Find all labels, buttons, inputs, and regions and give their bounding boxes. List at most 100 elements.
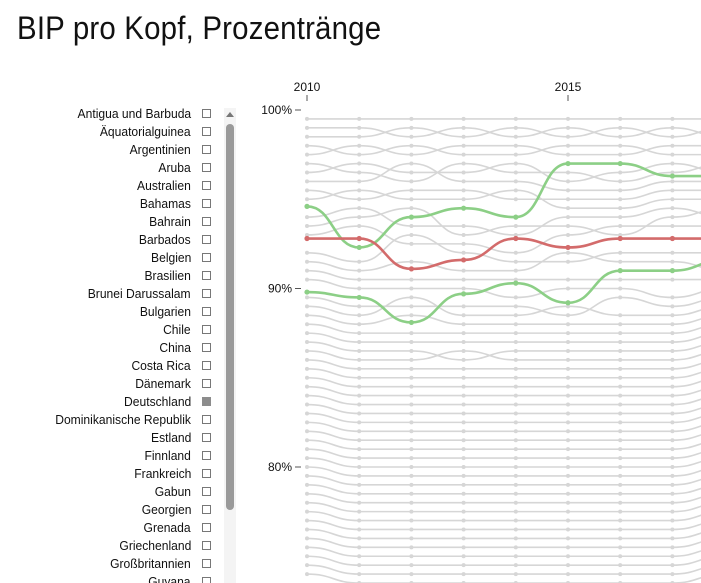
country-item[interactable]: Chile: [0, 321, 218, 339]
country-item[interactable]: Gabun: [0, 483, 218, 501]
data-point: [461, 500, 466, 505]
country-item[interactable]: Bulgarien: [0, 303, 218, 321]
country-item[interactable]: Bahrain: [0, 213, 218, 231]
country-checkbox[interactable]: [202, 127, 211, 136]
country-item[interactable]: Brunei Darussalam: [0, 285, 218, 303]
country-item[interactable]: Barbados: [0, 231, 218, 249]
country-item[interactable]: Dänemark: [0, 375, 218, 393]
country-item[interactable]: Äquatorialguinea: [0, 123, 218, 141]
country-checkbox[interactable]: [202, 307, 211, 316]
series-line: [306, 421, 701, 433]
data-point: [356, 294, 362, 301]
country-checkbox[interactable]: [202, 379, 211, 388]
country-checkbox[interactable]: [202, 541, 211, 550]
country-checkbox[interactable]: [202, 397, 211, 406]
country-checkbox[interactable]: [202, 217, 211, 226]
data-point: [408, 214, 414, 220]
country-item[interactable]: Costa Rica: [0, 357, 218, 375]
data-point: [670, 277, 675, 282]
country-item[interactable]: Frankreich: [0, 465, 218, 483]
country-item[interactable]: Grenada: [0, 519, 218, 537]
country-item[interactable]: China: [0, 339, 218, 357]
country-checkbox[interactable]: [202, 325, 211, 334]
data-point: [409, 134, 414, 139]
data-point: [305, 375, 309, 380]
data-point: [409, 465, 414, 469]
data-point: [409, 491, 414, 496]
country-checkbox[interactable]: [202, 109, 211, 118]
data-point: [409, 179, 414, 184]
data-point: [670, 295, 675, 300]
country-checkbox[interactable]: [202, 451, 211, 460]
series-line: [306, 528, 701, 540]
country-checkbox[interactable]: [202, 289, 211, 298]
country-item[interactable]: Antigua und Barbuda: [0, 105, 218, 123]
country-item[interactable]: Bahamas: [0, 195, 218, 213]
data-point: [513, 134, 518, 139]
data-point: [357, 340, 362, 345]
data-point: [670, 366, 675, 371]
country-checkbox[interactable]: [202, 433, 211, 442]
country-checkbox[interactable]: [202, 469, 211, 478]
data-point: [566, 384, 570, 389]
scrollbar[interactable]: [224, 108, 236, 583]
data-point: [409, 536, 414, 541]
country-checkbox[interactable]: [202, 235, 211, 244]
country-item[interactable]: Estland: [0, 429, 218, 447]
country-checkbox[interactable]: [202, 163, 211, 172]
country-checkbox[interactable]: [202, 181, 211, 190]
data-point: [513, 563, 518, 568]
data-point: [409, 509, 414, 514]
country-checkbox[interactable]: [202, 505, 211, 514]
country-checkbox[interactable]: [202, 559, 211, 568]
data-point: [357, 509, 362, 514]
country-item[interactable]: Griechenland: [0, 537, 218, 555]
data-point: [409, 259, 414, 264]
data-point: [357, 375, 362, 380]
country-checkbox[interactable]: [202, 343, 211, 352]
country-item[interactable]: Argentinien: [0, 141, 218, 159]
country-label: Griechenland: [119, 538, 191, 553]
country-item[interactable]: Dominikanische Republik: [0, 411, 218, 429]
data-point: [461, 224, 466, 229]
data-point: [461, 491, 466, 496]
data-point: [566, 331, 570, 336]
country-label: Bahrain: [149, 214, 191, 229]
data-point: [461, 563, 466, 568]
country-item[interactable]: Georgien: [0, 501, 218, 519]
country-label: Bahamas: [139, 196, 191, 211]
country-item[interactable]: Guyana: [0, 573, 218, 583]
country-item[interactable]: Finnland: [0, 447, 218, 465]
country-checkbox[interactable]: [202, 253, 211, 262]
data-point: [670, 572, 675, 577]
data-point: [670, 224, 675, 229]
country-checkbox[interactable]: [202, 199, 211, 208]
data-point: [461, 348, 466, 353]
country-item[interactable]: Deutschland: [0, 393, 218, 411]
country-item[interactable]: Australien: [0, 177, 218, 195]
country-checkbox[interactable]: [202, 361, 211, 370]
country-checkbox[interactable]: [202, 271, 211, 280]
country-item[interactable]: Belgien: [0, 249, 218, 267]
country-checkbox[interactable]: [202, 523, 211, 532]
series-line: [306, 278, 701, 299]
data-point: [618, 143, 623, 148]
series-line: [306, 537, 701, 549]
country-checkbox[interactable]: [202, 145, 211, 154]
data-point: [670, 500, 675, 505]
scrollbar-thumb[interactable]: [226, 124, 234, 510]
country-item[interactable]: Großbritannien: [0, 555, 218, 573]
data-point: [305, 304, 309, 309]
data-point: [461, 393, 466, 398]
data-point: [513, 429, 518, 434]
country-item[interactable]: Aruba: [0, 159, 218, 177]
scroll-up-arrow-icon[interactable]: [224, 108, 236, 120]
country-checkbox[interactable]: [202, 577, 211, 583]
country-item[interactable]: Brasilien: [0, 267, 218, 285]
series-line: [306, 269, 701, 281]
country-checkbox[interactable]: [202, 487, 211, 496]
data-point: [305, 411, 309, 416]
country-label: Costa Rica: [131, 358, 191, 373]
data-point: [618, 152, 623, 157]
country-checkbox[interactable]: [202, 415, 211, 424]
